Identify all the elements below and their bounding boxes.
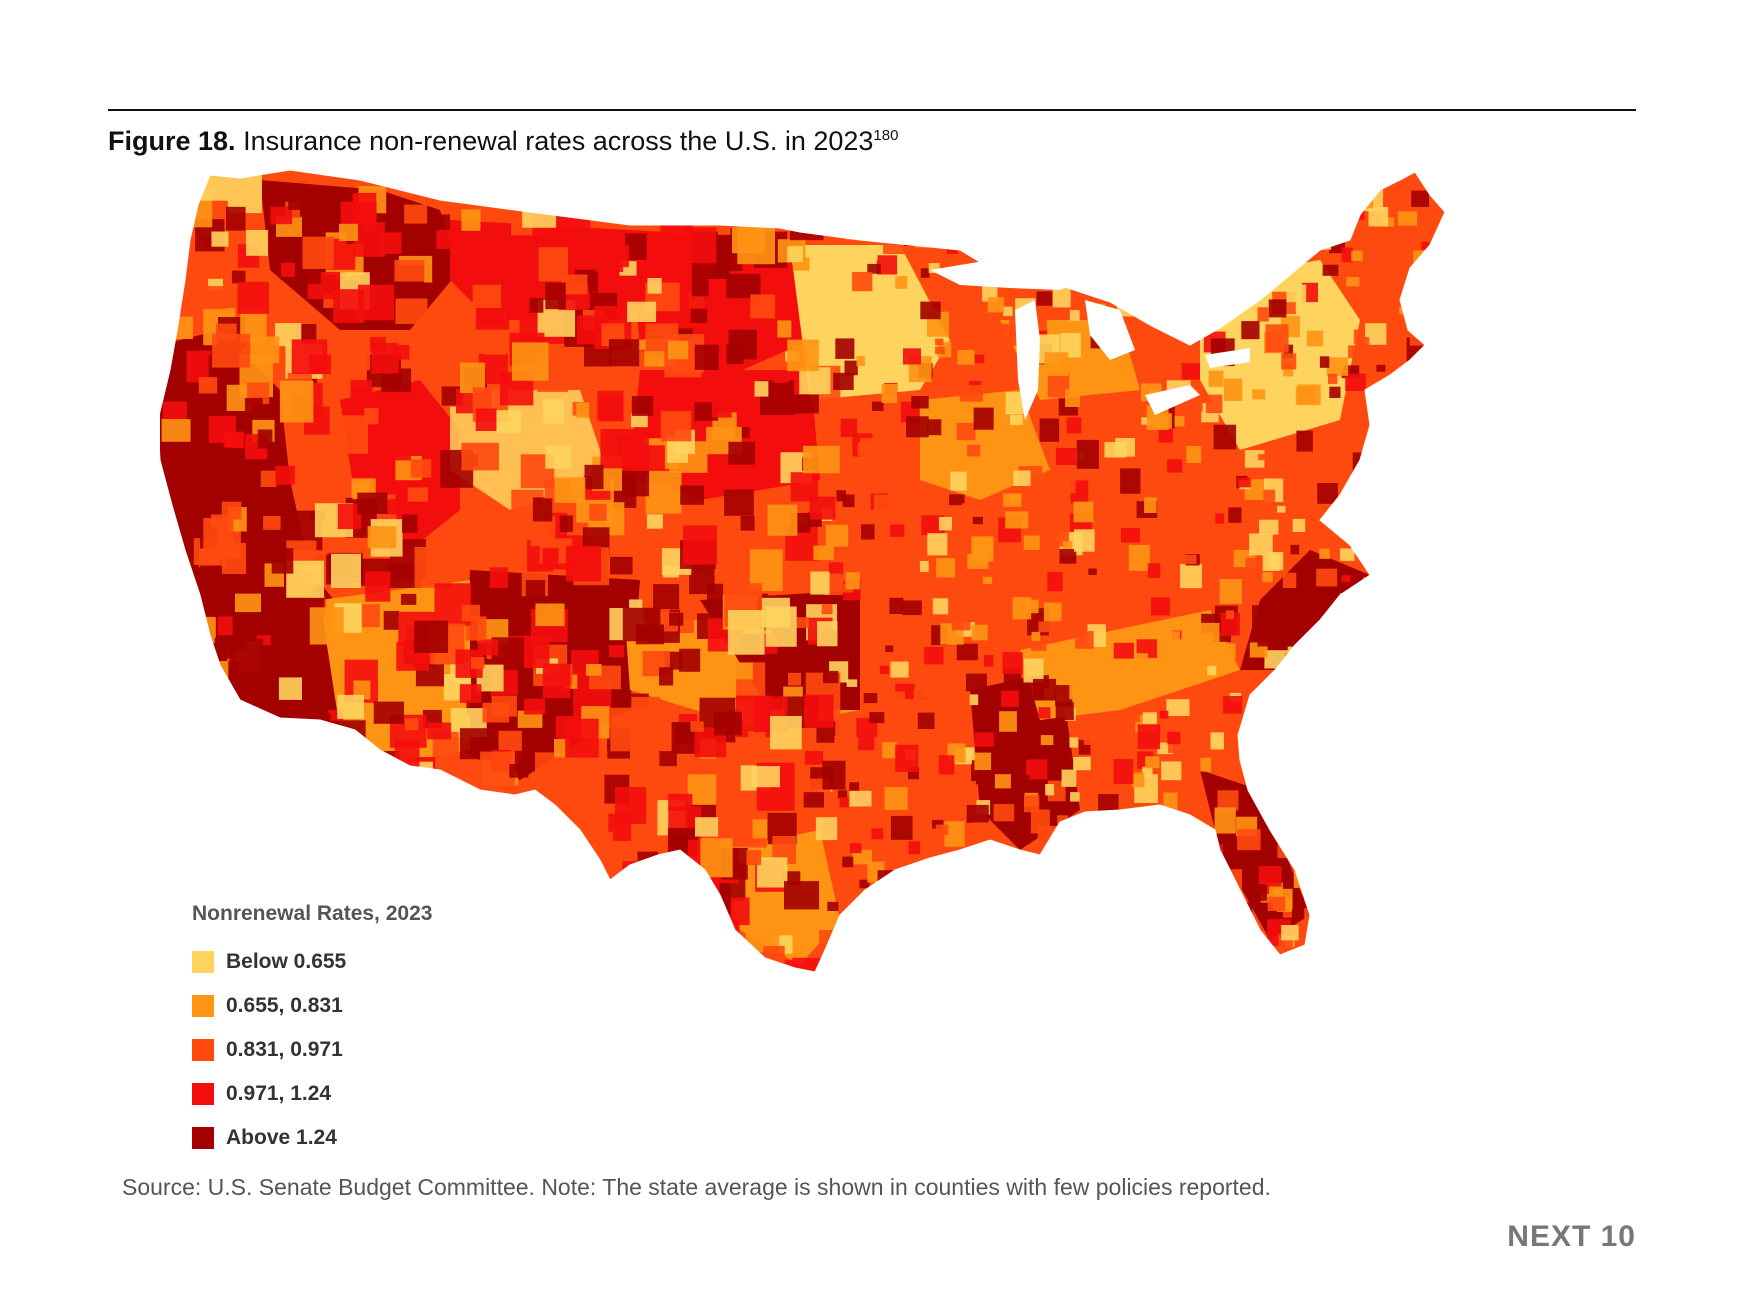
legend-swatch — [192, 1083, 214, 1105]
figure-title: Figure 18. Insurance non-renewal rates a… — [108, 126, 898, 157]
legend-label: 0.831, 0.971 — [226, 1038, 343, 1061]
legend-item: 0.831, 0.971 — [192, 1028, 432, 1072]
legend-title: Nonrenewal Rates, 2023 — [192, 902, 433, 925]
legend-swatch — [192, 1127, 214, 1149]
source-note: Source: U.S. Senate Budget Committee. No… — [122, 1174, 1271, 1200]
legend-label: Above 1.24 — [226, 1126, 337, 1149]
title-rule — [108, 109, 1636, 111]
legend-item: 0.655, 0.831 — [192, 984, 432, 1028]
legend-label: 0.971, 1.24 — [226, 1082, 332, 1105]
legend-label: 0.655, 0.831 — [226, 994, 343, 1017]
legend-swatch — [192, 951, 214, 973]
legend-item: Above 1.24 — [192, 1116, 432, 1160]
legend-label: Below 0.655 — [226, 950, 347, 973]
map-legend: Nonrenewal Rates, 2023 Below 0.655 0.655… — [192, 902, 432, 1160]
legend-swatch — [192, 995, 214, 1017]
choropleth-map — [160, 150, 1620, 1080]
footnote-ref: 180 — [873, 127, 899, 144]
brand-logo: NEXT 10 — [1507, 1220, 1636, 1253]
figure-label: Figure 18. — [108, 126, 236, 156]
legend-swatch — [192, 1039, 214, 1061]
figure-caption: Insurance non-renewal rates across the U… — [243, 126, 874, 156]
legend-item: 0.971, 1.24 — [192, 1072, 432, 1116]
legend-item: Below 0.655 — [192, 940, 432, 984]
